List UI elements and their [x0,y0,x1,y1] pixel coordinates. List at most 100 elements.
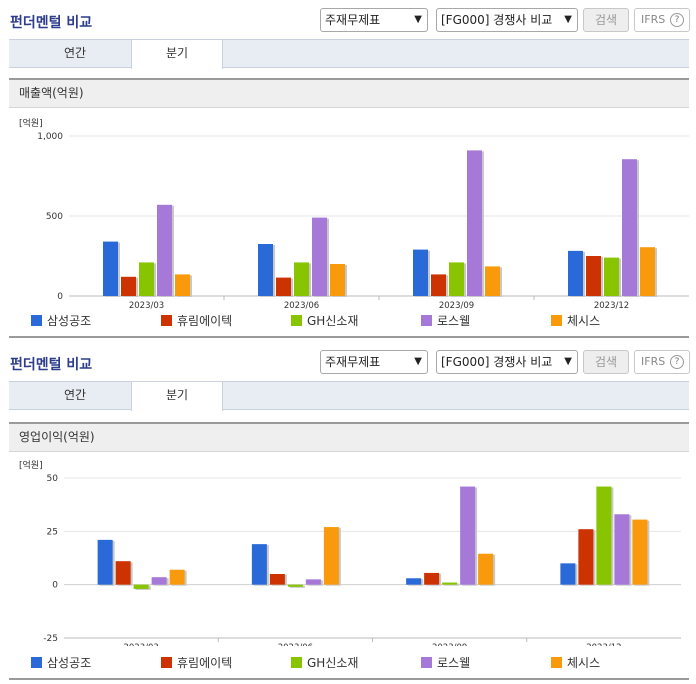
bar[interactable] [97,539,113,585]
legend-item[interactable]: 휴림에이텍 [161,312,232,329]
bar[interactable] [568,250,583,296]
bar[interactable] [586,256,601,296]
peer-group-select[interactable]: [FG000] 경쟁사 비교 ▼ [436,8,578,32]
bar[interactable] [467,150,482,296]
bar[interactable] [485,266,500,296]
legend-swatch [551,657,562,668]
x-tick-label: 2023/09 [439,301,474,310]
tab-annual[interactable]: 연간 [63,388,87,402]
bar[interactable] [406,578,422,585]
legend-label: GH신소재 [307,314,359,328]
legend-swatch [161,657,172,668]
bar[interactable] [251,544,267,585]
y-tick-label: 50 [47,474,59,484]
peer-group-select-value: [FG000] 경쟁사 비교 [441,13,553,27]
search-button[interactable]: 검색 [583,350,629,374]
x-tick-label: 2023/12 [594,301,629,310]
chevron-down-icon: ▼ [414,14,422,25]
bar[interactable] [115,561,131,585]
bar[interactable] [103,241,118,296]
legend-label: 로스웰 [437,314,471,328]
legend-label: GH신소재 [307,656,359,670]
statement-select-value: 주재무제표 [325,355,381,369]
bar[interactable] [287,584,303,587]
bar[interactable] [614,514,630,585]
search-button[interactable]: 검색 [583,8,629,32]
bar[interactable] [578,529,594,585]
period-tabs: 연간 분기 [9,381,689,411]
bar[interactable] [258,244,273,296]
legend-label: 체시스 [567,656,601,670]
statement-select[interactable]: 주재무제표 ▼ [320,8,428,32]
bar[interactable] [169,569,185,585]
bar[interactable] [121,276,136,296]
bar[interactable] [294,262,309,296]
bar[interactable] [139,262,154,296]
bar[interactable] [305,579,321,585]
bar[interactable] [431,274,446,296]
legend-label: 로스웰 [437,656,471,670]
bar[interactable] [560,563,576,585]
legend-item[interactable]: 삼성공조 [31,312,91,329]
legend-item[interactable]: 체시스 [551,654,600,671]
chevron-down-icon: ▼ [564,14,572,25]
bar[interactable] [640,247,655,296]
bar[interactable] [269,574,285,585]
legend-swatch [551,315,562,326]
revenue-chart: [억원] 0 500 1,000 2023/03 2023/06 2023/09 2023/1… [9,110,689,311]
bar[interactable] [622,159,637,296]
legend-item[interactable]: 로스웰 [421,312,470,329]
bar[interactable] [442,582,458,585]
help-icon[interactable]: ? [670,355,684,369]
bar[interactable] [323,527,339,585]
bar[interactable] [596,486,612,585]
legend-item[interactable]: 체시스 [551,312,600,329]
bar[interactable] [424,572,440,585]
y-tick-label: 1,000 [37,132,63,142]
legend-item[interactable]: 휴림에이텍 [161,654,232,671]
bar[interactable] [175,274,190,296]
chart-subtitle: 영업이익(억원) [9,422,689,452]
bar[interactable] [460,486,476,585]
legend-swatch [31,657,42,668]
legend-swatch [291,657,302,668]
divider [9,336,689,338]
x-tick-label: 2023/03 [129,301,164,310]
chart-legend: 삼성공조 휴림에이텍 GH신소재 로스웰 체시스 [9,310,689,330]
y-tick-label: 0 [57,292,63,302]
bar[interactable] [478,553,494,585]
tab-quarterly[interactable]: 분기 [131,382,223,411]
legend-item[interactable]: 로스웰 [421,654,470,671]
bar[interactable] [133,584,149,589]
bar[interactable] [151,577,167,585]
bar[interactable] [157,204,172,296]
legend-item[interactable]: GH신소재 [291,654,358,671]
legend-label: 휴림에이텍 [177,656,233,670]
bar[interactable] [413,249,428,296]
legend-swatch [291,315,302,326]
y-tick-label: -25 [43,634,58,644]
help-icon[interactable]: ? [670,13,684,27]
x-tick-label: 2023/09 [432,643,467,646]
bar[interactable] [632,519,648,585]
tab-annual[interactable]: 연간 [63,46,87,60]
y-unit-label: [억원] [19,459,43,471]
legend-label: 체시스 [567,314,601,328]
peer-group-select-value: [FG000] 경쟁사 비교 [441,355,553,369]
ifrs-button[interactable]: IFRS? [634,350,690,374]
bar[interactable] [312,217,327,296]
legend-item[interactable]: 삼성공조 [31,654,91,671]
legend-item[interactable]: GH신소재 [291,312,358,329]
bar[interactable] [604,257,619,296]
statement-select[interactable]: 주재무제표 ▼ [320,350,428,374]
ifrs-button[interactable]: IFRS? [634,8,690,32]
legend-label: 삼성공조 [47,656,92,670]
legend-swatch [421,657,432,668]
legend-label: 삼성공조 [47,314,92,328]
operating-profit-chart: [억원] -25 0 25 50 2023/03 2023/06 2023/09 2023/12 [9,454,689,653]
bar[interactable] [449,262,464,296]
bar[interactable] [276,277,291,296]
tab-quarterly[interactable]: 분기 [131,40,223,69]
peer-group-select[interactable]: [FG000] 경쟁사 비교 ▼ [436,350,578,374]
bar[interactable] [330,264,345,296]
